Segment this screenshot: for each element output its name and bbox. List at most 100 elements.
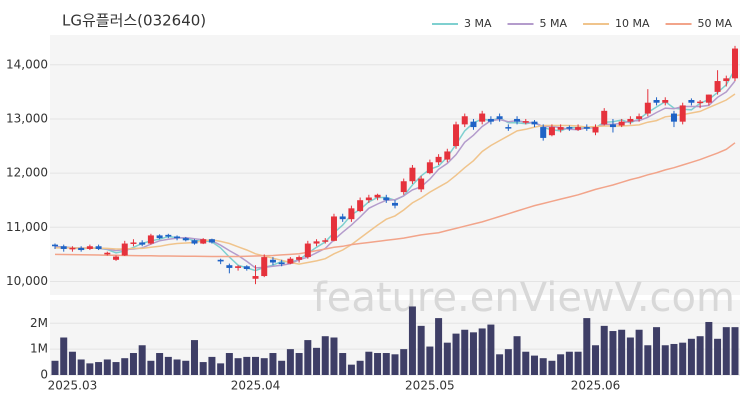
candle-body — [226, 265, 233, 268]
volume-bar — [86, 363, 94, 375]
volume-bar — [530, 355, 538, 375]
volume-bar — [565, 351, 573, 375]
volume-bar — [661, 345, 669, 375]
y-tick-label: 14,000 — [6, 57, 48, 71]
y-tick-label: 1M — [30, 342, 48, 356]
candle-body — [130, 242, 137, 244]
volume-bar — [626, 337, 634, 375]
candle-body — [609, 124, 616, 128]
volume-bar — [129, 353, 137, 375]
x-tick-label: 2025.05 — [405, 379, 455, 393]
candle-body — [601, 110, 608, 125]
candle-body — [287, 258, 294, 264]
volume-bar — [121, 358, 129, 375]
candle-body — [418, 178, 425, 190]
candle-body — [723, 78, 730, 82]
candle-body — [348, 208, 355, 220]
volume-bar — [286, 349, 294, 375]
ma-line — [54, 142, 736, 258]
volume-bar — [400, 349, 408, 375]
x-tick-label: 2025.03 — [48, 379, 98, 393]
candle-body — [322, 240, 329, 242]
volume-bar — [269, 353, 277, 375]
candle-body — [470, 121, 477, 128]
volume-bar — [330, 337, 338, 375]
candle-body — [714, 81, 721, 92]
candle-body — [217, 259, 224, 262]
candle-body — [261, 257, 268, 277]
volume-bar — [452, 333, 460, 375]
candle-body — [479, 113, 486, 122]
candle-body — [113, 256, 120, 260]
volume-bar — [217, 363, 225, 375]
candle-body — [496, 116, 503, 119]
volume-bar — [635, 329, 643, 375]
candle-body — [121, 243, 128, 256]
volume-bar — [112, 362, 120, 375]
candle-body — [487, 118, 494, 122]
candle-body — [583, 127, 590, 129]
candle-body — [688, 100, 695, 103]
volume-bar — [295, 353, 303, 375]
volume-bar — [461, 329, 469, 375]
candle-body — [86, 246, 93, 249]
candle-body — [662, 100, 669, 103]
candle-body — [78, 247, 85, 251]
volume-bar — [574, 351, 582, 375]
volume-bar — [469, 332, 477, 375]
candle-body — [679, 105, 686, 122]
volume-bar — [225, 353, 233, 375]
volume-bar — [426, 346, 434, 375]
volume-bar — [478, 328, 486, 375]
volume-bar — [173, 359, 181, 375]
candle-body — [548, 127, 555, 136]
volume-bar — [408, 306, 416, 375]
volume-bar — [103, 359, 111, 375]
y-tick-label: 10,000 — [6, 274, 48, 288]
volume-bar — [60, 337, 68, 375]
candle-body — [304, 243, 311, 258]
volume-bar — [365, 351, 373, 375]
volume-bar — [304, 340, 312, 375]
y-tick-label: 0 — [40, 368, 48, 382]
y-tick-label: 13,000 — [6, 111, 48, 125]
candle-body — [296, 257, 303, 260]
volume-bar — [496, 354, 504, 375]
volume-bar — [557, 354, 565, 375]
volume-bar — [731, 327, 739, 375]
candle-body — [435, 156, 442, 163]
x-tick-label: 2025.06 — [571, 379, 621, 393]
candle-body — [618, 121, 625, 126]
candle-body — [208, 239, 215, 243]
candle-body — [104, 252, 111, 255]
volume-bar — [600, 325, 608, 375]
volume-bar — [391, 354, 399, 375]
legend-label: 50 MA — [698, 17, 733, 30]
volume-bar — [417, 325, 425, 375]
candle-body — [147, 235, 154, 244]
candle-body — [644, 102, 651, 114]
candle-body — [566, 127, 573, 129]
candle-body — [200, 239, 207, 244]
candle-body — [522, 121, 529, 123]
candle-body — [697, 101, 704, 104]
volume-bar — [321, 336, 329, 375]
candle-body — [505, 127, 512, 129]
candle-body — [174, 236, 181, 239]
watermark: feature.enViewV.com — [313, 275, 735, 321]
volume-bar — [156, 353, 164, 375]
volume-bar — [679, 342, 687, 375]
candle-body — [392, 202, 398, 206]
volume-bar — [138, 345, 146, 375]
candle-body — [269, 259, 276, 263]
candle-body — [400, 181, 407, 193]
candle-body — [670, 113, 677, 122]
volume-bar — [618, 329, 626, 375]
volume-bar — [504, 349, 512, 375]
candle-body — [235, 266, 242, 268]
candle-body — [514, 118, 521, 122]
candle-body — [191, 240, 198, 244]
volume-bar — [339, 353, 347, 375]
candle-body — [453, 124, 460, 147]
